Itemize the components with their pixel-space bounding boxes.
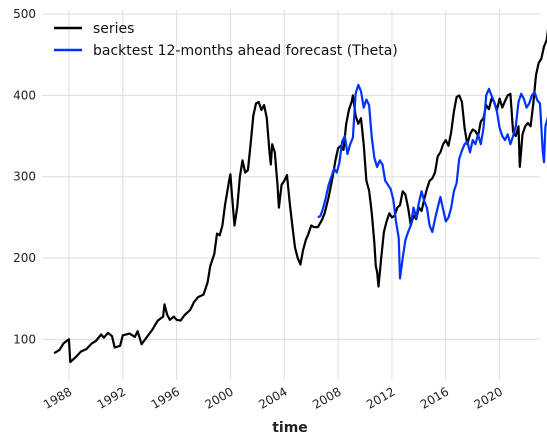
series-line-1 <box>317 83 547 280</box>
x-tick-label: 2004 <box>256 384 289 411</box>
x-tick-label: 2016 <box>418 384 451 411</box>
x-tick-label: 1996 <box>149 384 182 411</box>
y-tick-label: 400 <box>13 88 36 102</box>
y-tick-label: 500 <box>13 7 36 21</box>
legend-label-1: backtest 12-months ahead forecast (Theta… <box>93 43 398 59</box>
y-tick-label: 300 <box>13 170 36 184</box>
x-tick-label: 2012 <box>364 384 397 411</box>
plot-area <box>53 28 547 364</box>
x-axis-title: time <box>272 420 308 436</box>
x-tick-label: 2000 <box>202 384 235 411</box>
x-axis: 1988 1992 1996 2000 2004 2008 2012 2016 2020 <box>41 384 505 411</box>
y-axis: 100 200 300 400 500 <box>13 7 36 346</box>
x-tick-label: 1988 <box>41 384 74 411</box>
x-tick-label: 2008 <box>310 384 343 411</box>
y-tick-label: 200 <box>13 251 36 265</box>
grid <box>42 10 540 380</box>
legend-label-0: series <box>93 21 134 37</box>
x-tick-label: 1992 <box>95 384 128 411</box>
x-tick-label: 2020 <box>472 384 505 411</box>
y-tick-label: 100 <box>13 332 36 346</box>
legend: series backtest 12-months ahead forecast … <box>54 21 398 59</box>
series-line-0 <box>53 28 547 364</box>
